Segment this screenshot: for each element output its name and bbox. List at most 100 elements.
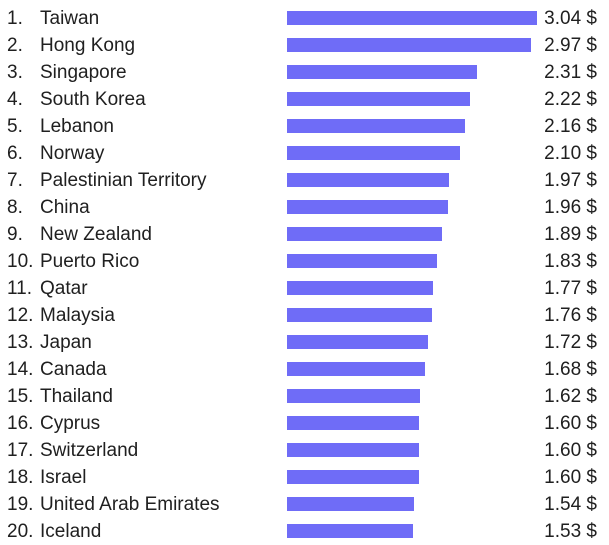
bar bbox=[287, 119, 465, 133]
bar bbox=[287, 65, 477, 79]
rank-label: 17. bbox=[7, 440, 34, 461]
category-label: Switzerland bbox=[40, 440, 139, 461]
rank-label: 7. bbox=[7, 170, 23, 191]
rank-label: 3. bbox=[7, 62, 23, 83]
rank-label: 14. bbox=[7, 359, 34, 380]
value-label: 1.60 $ bbox=[544, 467, 597, 488]
bar bbox=[287, 470, 419, 484]
rank-label: 18. bbox=[7, 467, 34, 488]
value-label: 1.89 $ bbox=[544, 224, 597, 245]
rank-label: 10. bbox=[7, 251, 34, 272]
category-label: Israel bbox=[40, 467, 87, 488]
value-label: 2.10 $ bbox=[544, 143, 597, 164]
bar bbox=[287, 227, 443, 241]
chart-row: 8. China 1.96 $ bbox=[0, 194, 609, 221]
category-label: China bbox=[40, 197, 90, 218]
category-label: Taiwan bbox=[40, 8, 100, 29]
category-label: Lebanon bbox=[40, 116, 114, 137]
bar bbox=[287, 524, 413, 538]
category-label: Cyprus bbox=[40, 413, 101, 434]
chart-row: 2. Hong Kong 2.97 $ bbox=[0, 32, 609, 59]
value-label: 1.60 $ bbox=[544, 440, 597, 461]
value-label: 1.96 $ bbox=[544, 197, 597, 218]
value-label: 1.97 $ bbox=[544, 170, 597, 191]
category-label: Norway bbox=[40, 143, 105, 164]
bar bbox=[287, 173, 449, 187]
rank-label: 6. bbox=[7, 143, 23, 164]
bar bbox=[287, 92, 470, 106]
category-label: Puerto Rico bbox=[40, 251, 140, 272]
category-label: Qatar bbox=[40, 278, 88, 299]
chart-row: 12. Malaysia 1.76 $ bbox=[0, 302, 609, 329]
chart-row: 11. Qatar 1.77 $ bbox=[0, 275, 609, 302]
chart-row: 7. Palestinian Territory 1.97 $ bbox=[0, 167, 609, 194]
rank-label: 13. bbox=[7, 332, 34, 353]
rank-label: 1. bbox=[7, 8, 23, 29]
category-label: New Zealand bbox=[40, 224, 152, 245]
chart-row: 15. Thailand 1.62 $ bbox=[0, 383, 609, 410]
rank-label: 15. bbox=[7, 386, 34, 407]
chart-row: 4. South Korea 2.22 $ bbox=[0, 86, 609, 113]
chart-row: 16. Cyprus 1.60 $ bbox=[0, 410, 609, 437]
chart-row: 13. Japan 1.72 $ bbox=[0, 329, 609, 356]
chart-row: 5. Lebanon 2.16 $ bbox=[0, 113, 609, 140]
value-label: 1.76 $ bbox=[544, 305, 597, 326]
bar bbox=[287, 416, 419, 430]
bar bbox=[287, 200, 449, 214]
category-label: United Arab Emirates bbox=[40, 494, 220, 515]
category-label: Japan bbox=[40, 332, 92, 353]
value-label: 1.77 $ bbox=[544, 278, 597, 299]
bar bbox=[287, 308, 432, 322]
rank-label: 20. bbox=[7, 521, 34, 542]
category-label: South Korea bbox=[40, 89, 146, 110]
bar bbox=[287, 443, 419, 457]
chart-row: 17. Switzerland 1.60 $ bbox=[0, 437, 609, 464]
value-label: 3.04 $ bbox=[544, 8, 597, 29]
chart-row: 3. Singapore 2.31 $ bbox=[0, 59, 609, 86]
value-label: 1.72 $ bbox=[544, 332, 597, 353]
chart-row: 20. Iceland 1.53 $ bbox=[0, 518, 609, 545]
bar bbox=[287, 281, 433, 295]
category-label: Palestinian Territory bbox=[40, 170, 207, 191]
rank-label: 11. bbox=[7, 278, 33, 299]
category-label: Canada bbox=[40, 359, 107, 380]
category-label: Hong Kong bbox=[40, 35, 136, 56]
value-label: 1.62 $ bbox=[544, 386, 597, 407]
chart-row: 6. Norway 2.10 $ bbox=[0, 140, 609, 167]
rank-label: 19. bbox=[7, 494, 34, 515]
value-label: 1.60 $ bbox=[544, 413, 597, 434]
chart-row: 19. United Arab Emirates 1.54 $ bbox=[0, 491, 609, 518]
value-label: 2.97 $ bbox=[544, 35, 597, 56]
rank-label: 4. bbox=[7, 89, 23, 110]
rank-label: 8. bbox=[7, 197, 23, 218]
rank-label: 5. bbox=[7, 116, 23, 137]
bar bbox=[287, 389, 421, 403]
chart-row: 10. Puerto Rico 1.83 $ bbox=[0, 248, 609, 275]
value-label: 2.22 $ bbox=[544, 89, 597, 110]
bar bbox=[287, 362, 426, 376]
rank-label: 12. bbox=[7, 305, 34, 326]
bar bbox=[287, 497, 414, 511]
bar bbox=[287, 335, 429, 349]
bar bbox=[287, 146, 460, 160]
value-label: 1.83 $ bbox=[544, 251, 597, 272]
value-label: 2.31 $ bbox=[544, 62, 597, 83]
category-label: Thailand bbox=[40, 386, 113, 407]
rank-label: 16. bbox=[7, 413, 34, 434]
rank-label: 2. bbox=[7, 35, 23, 56]
value-label: 1.54 $ bbox=[544, 494, 597, 515]
value-label: 2.16 $ bbox=[544, 116, 597, 137]
chart-row: 18. Israel 1.60 $ bbox=[0, 464, 609, 491]
category-label: Iceland bbox=[40, 521, 102, 542]
chart-row: 1. Taiwan 3.04 $ bbox=[0, 5, 609, 32]
chart-row: 14. Canada 1.68 $ bbox=[0, 356, 609, 383]
category-label: Singapore bbox=[40, 62, 127, 83]
category-label: Malaysia bbox=[40, 305, 115, 326]
bar bbox=[287, 254, 438, 268]
value-label: 1.53 $ bbox=[544, 521, 597, 542]
chart-row: 9. New Zealand 1.89 $ bbox=[0, 221, 609, 248]
rank-label: 9. bbox=[7, 224, 23, 245]
bar bbox=[287, 38, 532, 52]
value-label: 1.68 $ bbox=[544, 359, 597, 380]
